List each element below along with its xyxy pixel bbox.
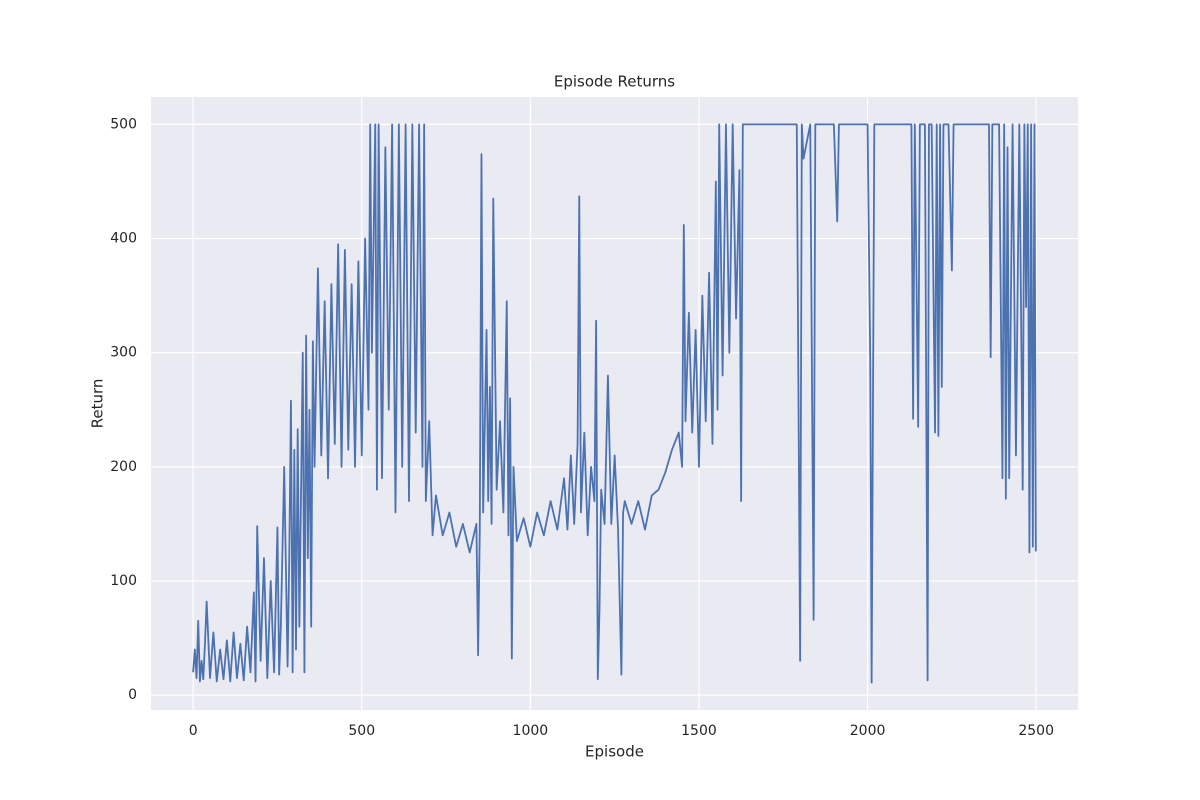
- x-axis-label: Episode: [585, 743, 644, 761]
- x-tick-label: 1500: [681, 723, 717, 739]
- x-tick-label: 1000: [513, 723, 549, 739]
- x-tick-label: 2000: [850, 723, 886, 739]
- x-tick-label: 500: [348, 723, 375, 739]
- chart-title: Episode Returns: [554, 73, 675, 91]
- line-series: [192, 123, 1037, 684]
- x-tick-label: 0: [189, 723, 198, 739]
- y-tick-label: 500: [110, 116, 137, 132]
- marks: [192, 123, 1037, 684]
- y-tick-label: 0: [128, 687, 137, 703]
- y-tick-label: 300: [110, 345, 137, 361]
- x-tick-label: 2500: [1018, 723, 1054, 739]
- y-tick-label: 400: [110, 231, 137, 247]
- y-tick-label: 200: [110, 459, 137, 475]
- y-axis-label: Return: [89, 379, 107, 429]
- y-tick-label: 100: [110, 573, 137, 589]
